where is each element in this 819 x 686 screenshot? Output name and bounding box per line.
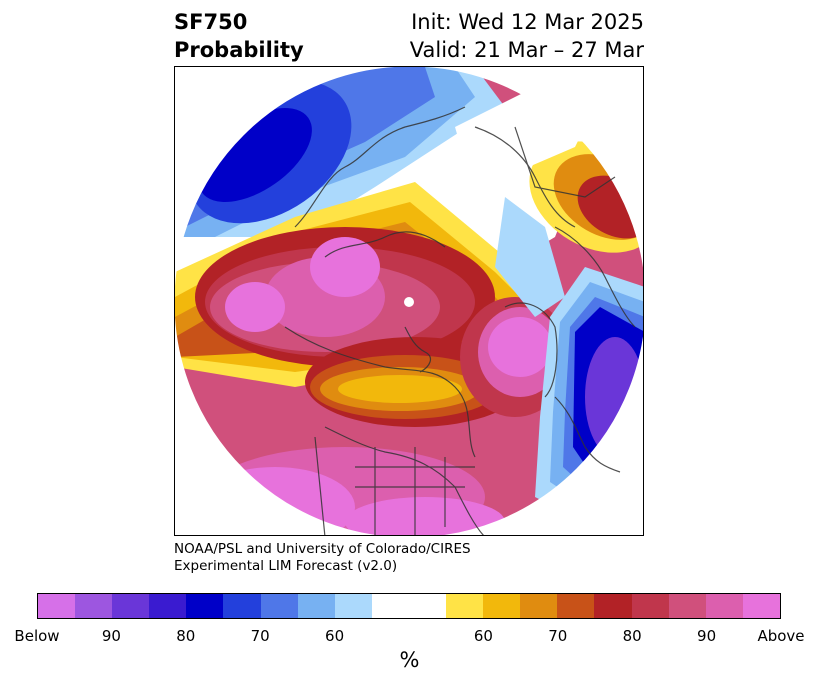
colorbar-tick-label: 70	[250, 627, 270, 645]
colorbar-tick-label: 60	[325, 627, 345, 645]
title-quantity: Probability	[174, 38, 304, 62]
colorbar-swatch	[334, 594, 372, 618]
forecast-dates: Init: Wed 12 Mar 2025 Valid: 21 Mar – 27…	[410, 8, 644, 64]
colorbar-swatch	[520, 594, 558, 618]
title-variable: SF750	[174, 10, 248, 34]
colorbar-swatch	[631, 594, 669, 618]
colorbar-swatch	[297, 594, 335, 618]
colorbar-swatch	[705, 594, 743, 618]
colorbar	[37, 593, 781, 619]
colorbar-swatch	[483, 594, 521, 618]
colorbar-tick-label: 80	[622, 627, 642, 645]
colorbar-tick-label: 90	[101, 627, 121, 645]
polar-map	[174, 66, 644, 536]
colorbar-swatch	[186, 594, 224, 618]
map-title: SF750 Probability	[174, 8, 304, 64]
colorbar-swatch	[668, 594, 706, 618]
probability-map	[175, 67, 643, 535]
colorbar-ticks: Below 90 80 70 60 60 70 80 90 Above	[0, 627, 819, 647]
pole-marker	[404, 297, 414, 307]
colorbar-swatch	[149, 594, 187, 618]
credit-line-1: NOAA/PSL and University of Colorado/CIRE…	[174, 541, 471, 557]
colorbar-tick-label: 80	[176, 627, 196, 645]
colorbar-tick-label: Above	[757, 627, 805, 645]
colorbar-unit: %	[399, 648, 420, 672]
credit-line-2: Experimental LIM Forecast (v2.0)	[174, 558, 398, 574]
colorbar-swatch	[594, 594, 632, 618]
colorbar-tick-label: 60	[473, 627, 493, 645]
colorbar-tick-label: Below	[14, 627, 60, 645]
coastlines	[284, 106, 636, 535]
colorbar-swatch	[75, 594, 113, 618]
colorbar-swatch	[742, 594, 780, 618]
colorbar-swatch	[38, 594, 76, 618]
colorbar-swatch	[112, 594, 150, 618]
colorbar-swatch	[260, 594, 298, 618]
colorbar-swatch	[223, 594, 261, 618]
colorbar-swatch	[371, 594, 447, 618]
valid-range: Valid: 21 Mar – 27 Mar	[409, 38, 644, 62]
colorbar-tick-label: 90	[697, 627, 717, 645]
colorbar-swatch	[557, 594, 595, 618]
init-date: Init: Wed 12 Mar 2025	[411, 10, 644, 34]
credit: NOAA/PSL and University of Colorado/CIRE…	[174, 541, 471, 575]
colorbar-swatch	[446, 594, 484, 618]
colorbar-tick-label: 70	[548, 627, 568, 645]
